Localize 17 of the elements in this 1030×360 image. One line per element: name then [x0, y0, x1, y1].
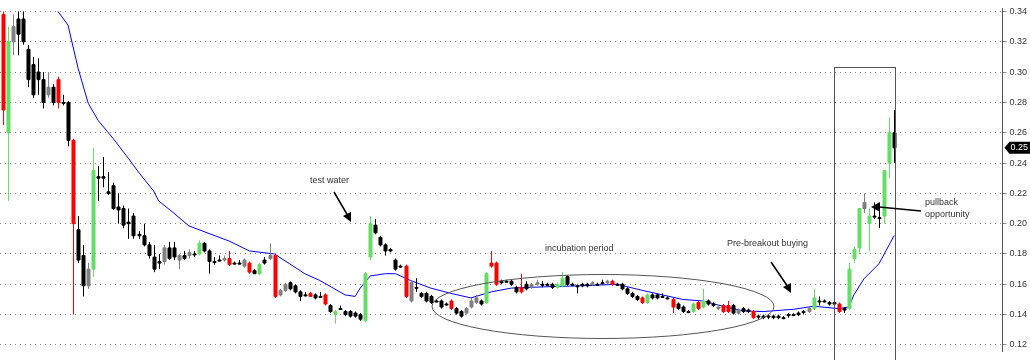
y-tick-label: 0.14 [1009, 309, 1028, 320]
y-tick-label: 0.26 [1009, 127, 1028, 138]
y-tick-label: 0.24 [1009, 157, 1028, 168]
y-tick-label: 0.16 [1009, 278, 1028, 289]
y-tick-label: 0.28 [1009, 96, 1028, 107]
y-tick-label: 0.12 [1009, 339, 1028, 350]
y-tick-label: 0.30 [1009, 66, 1028, 77]
y-tick-label: 0.32 [1009, 36, 1028, 47]
y-tick-label: 0.22 [1009, 187, 1028, 198]
annotation: test water [310, 174, 350, 186]
annotation: pullback opportunity [925, 196, 971, 220]
annotation: Pre-breakout buying [727, 237, 810, 249]
y-tick-label: 0.18 [1009, 248, 1028, 259]
annotation: 0.25 [1010, 142, 1029, 153]
y-tick-label: 0.34 [1009, 5, 1028, 16]
y-tick-label: 0.20 [1009, 218, 1028, 229]
annotation: incubation period [545, 242, 615, 254]
